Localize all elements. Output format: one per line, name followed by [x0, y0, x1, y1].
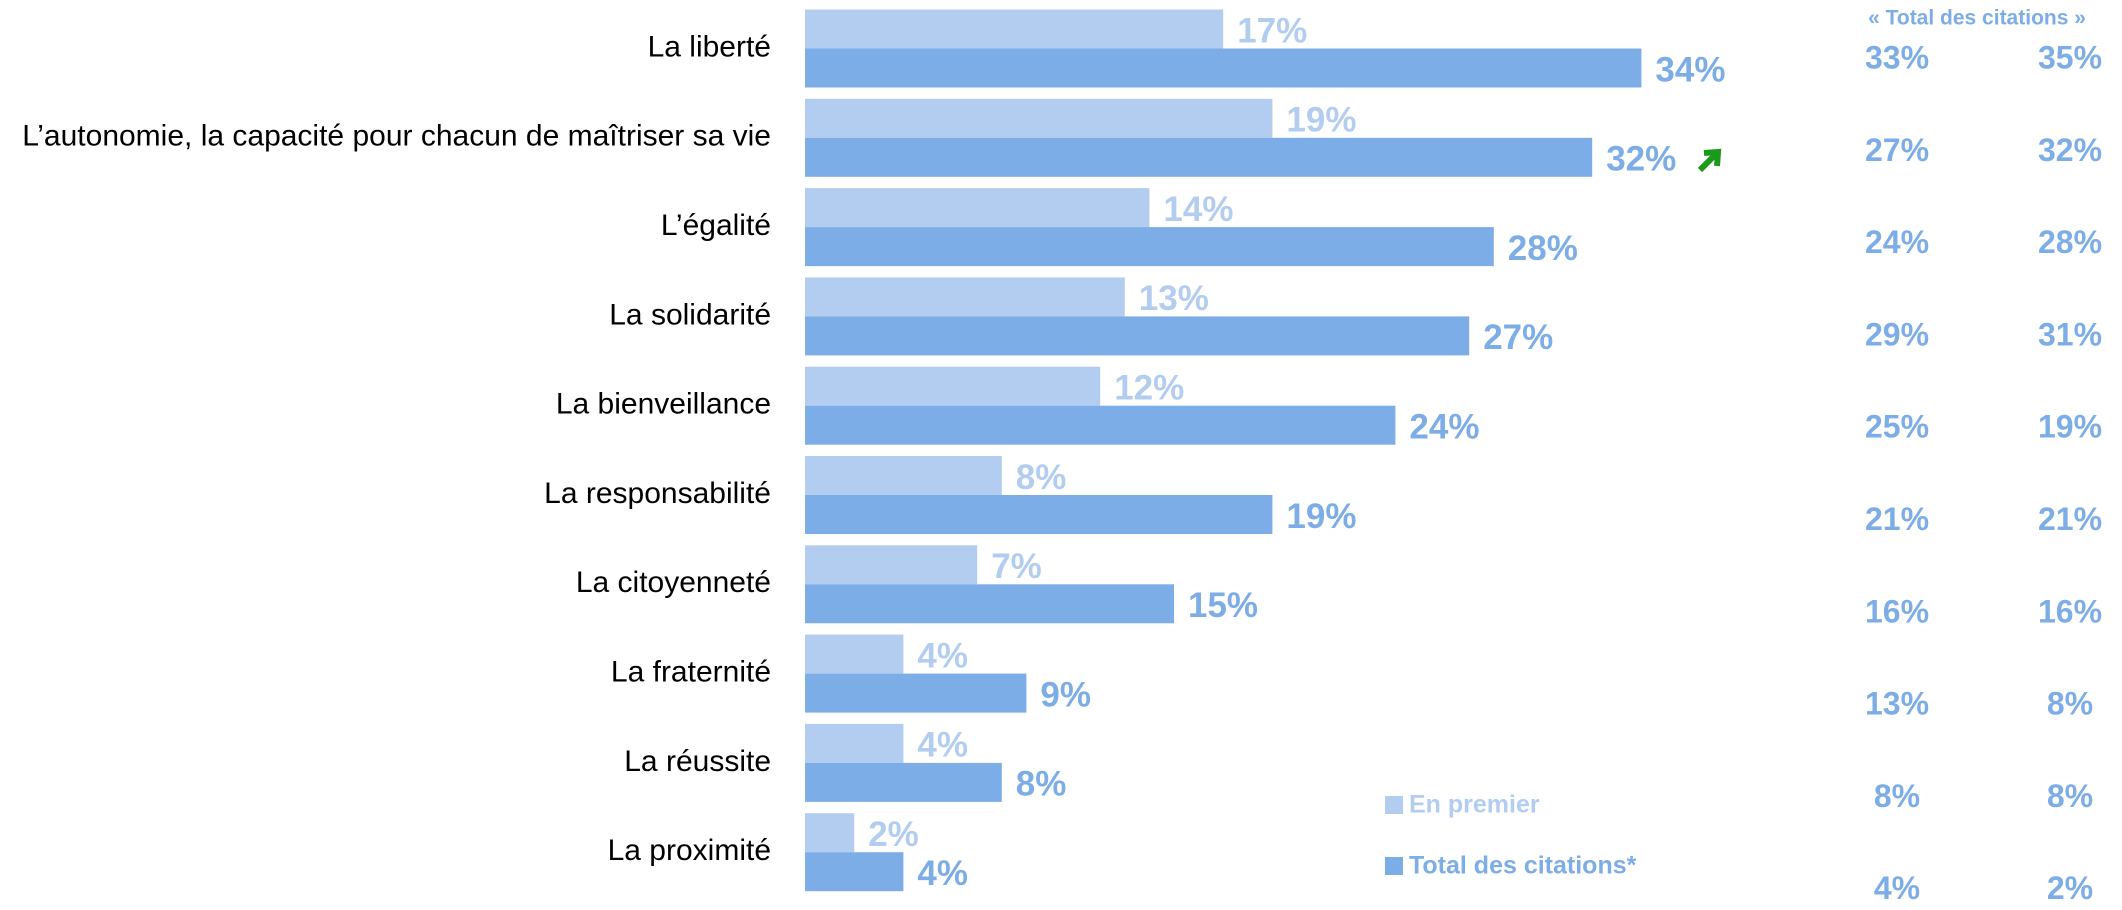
category-label: La réussite: [624, 745, 771, 778]
value-label: 2%: [868, 815, 919, 854]
column-value: 32%: [2038, 132, 2102, 168]
bar: [805, 545, 978, 585]
bar: [805, 673, 1027, 713]
category-label: La fraternité: [611, 656, 771, 689]
value-label: 17%: [1237, 11, 1307, 50]
column-value: 29%: [1865, 316, 1929, 352]
bar: [805, 137, 1593, 177]
bar: [805, 634, 904, 674]
trend-arrow: [1697, 148, 1722, 173]
category-label: La solidarité: [609, 298, 771, 331]
bar: [805, 723, 904, 763]
bar: [805, 852, 904, 892]
bar: [805, 316, 1470, 356]
category-label: La citoyenneté: [576, 566, 771, 599]
value-label: 4%: [917, 854, 968, 893]
legend-swatch: [1385, 857, 1403, 875]
bar: [805, 762, 1002, 802]
column-value: 28%: [2038, 224, 2102, 260]
category-label: La bienveillance: [556, 388, 771, 421]
value-label: 19%: [1286, 101, 1356, 140]
value-label: 19%: [1286, 497, 1356, 536]
column-value: 8%: [2047, 686, 2093, 722]
column-value: 21%: [1865, 501, 1929, 537]
value-label: 14%: [1163, 190, 1233, 229]
bar: [805, 495, 1273, 534]
value-label: 9%: [1040, 675, 1091, 714]
bar: [805, 584, 1174, 624]
value-label: 8%: [1016, 458, 1067, 497]
value-label: 4%: [917, 636, 968, 675]
bar: [805, 188, 1150, 228]
column-value: 8%: [2047, 778, 2093, 814]
bar: [805, 98, 1273, 138]
column-value: 27%: [1865, 132, 1929, 168]
legend-label: Total des citations*: [1409, 852, 1637, 880]
value-label: 15%: [1188, 586, 1258, 625]
column-value: 2%: [2047, 870, 2093, 906]
bar: [805, 48, 1642, 88]
column-value: 35%: [2038, 39, 2102, 75]
column-value: 21%: [2038, 501, 2102, 537]
column-value: 8%: [1874, 778, 1920, 814]
column-value: 19%: [2038, 409, 2102, 445]
bar: [805, 227, 1494, 267]
category-label: L’autonomie, la capacité pour chacun de …: [22, 120, 771, 153]
legend-swatch: [1385, 796, 1403, 814]
value-label: 13%: [1139, 279, 1209, 318]
column-value: 25%: [1865, 409, 1929, 445]
column-value: 33%: [1865, 39, 1929, 75]
bar: [805, 366, 1101, 406]
column-value: 31%: [2038, 316, 2102, 352]
value-label: 27%: [1483, 318, 1553, 357]
bar: [805, 277, 1125, 317]
value-label: 12%: [1114, 368, 1184, 407]
bar: [805, 813, 855, 853]
column-value: 13%: [1865, 686, 1929, 722]
value-label: 4%: [917, 726, 968, 765]
value-label: 28%: [1508, 229, 1578, 268]
bar: [805, 9, 1224, 49]
column-value: 16%: [1865, 593, 1929, 629]
column-value: 16%: [2038, 593, 2102, 629]
category-label: La proximité: [608, 834, 771, 867]
columns-title: « Total des citations »: [1868, 7, 2086, 30]
category-label: L’égalité: [661, 209, 771, 242]
bar: [805, 456, 1002, 495]
column-value: 24%: [1865, 224, 1929, 260]
value-label: 8%: [1016, 765, 1067, 804]
value-label: 24%: [1409, 407, 1479, 446]
value-label: 32%: [1606, 140, 1676, 179]
category-label: La responsabilité: [544, 477, 771, 510]
column-value: 4%: [1874, 870, 1920, 906]
legend-label: En premier: [1409, 791, 1540, 819]
value-label: 7%: [991, 547, 1042, 586]
bar: [805, 405, 1396, 445]
category-label: La liberté: [648, 30, 771, 63]
value-label: 34%: [1655, 50, 1725, 89]
